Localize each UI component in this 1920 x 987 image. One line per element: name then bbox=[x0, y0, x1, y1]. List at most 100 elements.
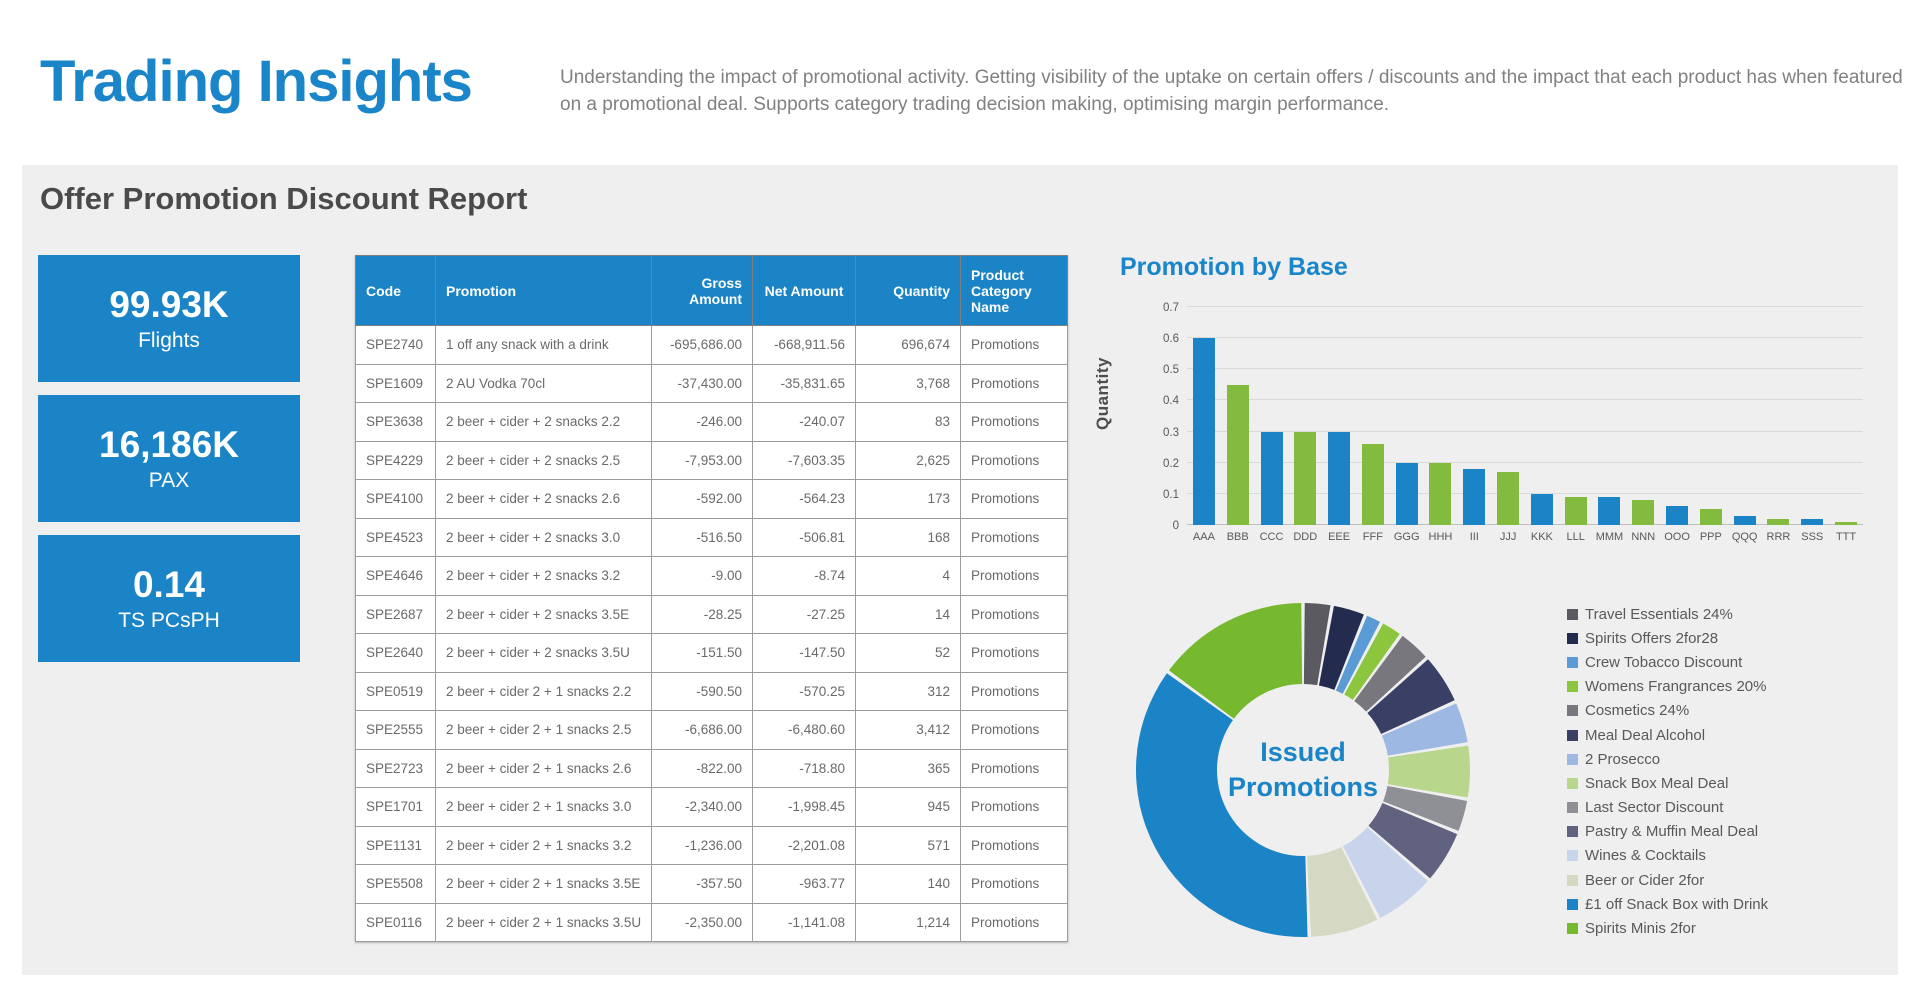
table-cell: Promotions bbox=[960, 787, 1068, 827]
bar-chart-title: Promotion by Base bbox=[1120, 253, 1348, 281]
table-cell: 52 bbox=[855, 633, 961, 673]
legend-item: £1 off Snack Box with Drink bbox=[1567, 892, 1768, 916]
column-header-promotion: Promotion bbox=[435, 255, 652, 326]
legend-label: Snack Box Meal Deal bbox=[1585, 774, 1729, 792]
gridline bbox=[1187, 368, 1863, 370]
donut-slice bbox=[1318, 605, 1364, 690]
x-axis-tick-label: LLL bbox=[1566, 531, 1585, 543]
table-cell: Promotions bbox=[960, 902, 1068, 942]
legend-label: Travel Essentials 24% bbox=[1585, 605, 1733, 623]
y-axis-tick-label: 0.4 bbox=[1163, 395, 1179, 408]
legend-item: Spirits Offers 2for28 bbox=[1567, 626, 1768, 650]
y-axis-tick-label: 0.1 bbox=[1163, 488, 1179, 501]
table-row: SPE2723 2 beer + cider 2 + 1 snacks 2.6 -8… bbox=[355, 748, 1068, 788]
table-cell: -6,480.60 bbox=[752, 710, 856, 750]
table-cell: -357.50 bbox=[651, 864, 753, 904]
x-axis-tick-label: PPP bbox=[1699, 531, 1722, 543]
bar-GGG bbox=[1395, 462, 1418, 525]
x-axis-tick-label: EEE bbox=[1328, 531, 1351, 543]
page-description: Understanding the impact of promotional … bbox=[560, 67, 1903, 115]
gridline bbox=[1187, 524, 1863, 525]
table-cell: -822.00 bbox=[651, 748, 753, 788]
table-cell: -28.25 bbox=[651, 594, 753, 634]
legend-item: Travel Essentials 24% bbox=[1567, 602, 1768, 626]
y-axis-tick-label: 0.2 bbox=[1163, 457, 1179, 470]
legend-item: 2 Prosecco bbox=[1567, 747, 1768, 771]
table-cell: Promotions bbox=[960, 748, 1068, 788]
table-row: SPE4523 2 beer + cider + 2 snacks 3.0 -516… bbox=[355, 517, 1068, 557]
table-cell: 571 bbox=[855, 825, 961, 865]
x-axis-tick-label: DDD bbox=[1293, 531, 1318, 543]
legend-label: Beer or Cider 2for bbox=[1585, 871, 1705, 889]
table-cell: 2 beer + cider + 2 snacks 3.0 bbox=[435, 517, 652, 557]
gridline bbox=[1187, 461, 1863, 463]
table-row: SPE5508 2 beer + cider 2 + 1 snacks 3.5E -… bbox=[355, 864, 1068, 904]
donut-legend: Travel Essentials 24% Spirits Offers 2for… bbox=[1567, 602, 1768, 941]
gridline bbox=[1187, 399, 1863, 401]
legend-swatch bbox=[1567, 874, 1578, 886]
donut-slice bbox=[1344, 623, 1400, 700]
table-row: SPE4100 2 beer + cider + 2 snacks 2.6 -592… bbox=[355, 479, 1068, 519]
table-cell: 2 beer + cider + 2 snacks 3.5E bbox=[435, 594, 652, 634]
table-cell: -516.50 bbox=[651, 517, 753, 557]
table-cell: 2 beer + cider 2 + 1 snacks 2.5 bbox=[435, 710, 652, 750]
y-axis-tick-label: 0.3 bbox=[1163, 426, 1179, 439]
table-cell: -2,340.00 bbox=[651, 787, 753, 827]
column-header-net-amount: Net Amount bbox=[752, 255, 856, 326]
legend-item: Womens Frangrances 20% bbox=[1567, 675, 1768, 699]
y-axis-tick-label: 0 bbox=[1172, 520, 1179, 532]
table-cell: SPE4100 bbox=[355, 479, 436, 519]
table-cell: -37,430.00 bbox=[651, 363, 753, 403]
table-row: SPE2555 2 beer + cider 2 + 1 snacks 2.5 -6… bbox=[355, 710, 1068, 750]
legend-item: Cosmetics 24% bbox=[1567, 699, 1768, 723]
table-cell: SPE2740 bbox=[355, 325, 436, 365]
table-cell: Promotions bbox=[960, 325, 1068, 365]
donut-slice bbox=[1307, 847, 1378, 937]
legend-label: Spirits Minis 2for bbox=[1585, 920, 1696, 938]
promotions-table: Code Promotion Gross Amount Net Amount Q… bbox=[355, 255, 1068, 942]
donut-center-label: Issued Promotions bbox=[1227, 736, 1379, 802]
table-cell: -570.25 bbox=[752, 671, 856, 711]
donut-chart-svg bbox=[1135, 603, 1471, 938]
table-cell: 2 beer + cider 2 + 1 snacks 3.2 bbox=[435, 825, 652, 865]
table-header: Code Promotion Gross Amount Net Amount Q… bbox=[355, 255, 1068, 326]
donut-slice bbox=[1367, 659, 1455, 735]
table-cell: 2 beer + cider + 2 snacks 3.2 bbox=[435, 556, 652, 596]
legend-label: Wines & Cocktails bbox=[1585, 847, 1706, 865]
legend-swatch bbox=[1567, 681, 1578, 693]
bar-chart-bars bbox=[1187, 307, 1863, 525]
table-cell: SPE4646 bbox=[355, 556, 436, 596]
report-header: Trading Insights Understanding the impac… bbox=[0, 0, 1920, 165]
table-cell: -7,953.00 bbox=[651, 440, 753, 480]
donut-slice bbox=[1342, 827, 1428, 918]
x-axis-tick-label: QQQ bbox=[1731, 531, 1758, 543]
table-row: SPE3638 2 beer + cider + 2 snacks 2.2 -246… bbox=[355, 402, 1068, 442]
table-cell: 312 bbox=[855, 671, 961, 711]
table-cell: -590.50 bbox=[651, 671, 753, 711]
kpi-label: PAX bbox=[148, 468, 190, 492]
table-cell: -8.74 bbox=[752, 556, 856, 596]
table-cell: Promotions bbox=[960, 556, 1068, 596]
table-row: SPE1131 2 beer + cider 2 + 1 snacks 3.2 -1… bbox=[355, 825, 1068, 865]
table-cell: -9.00 bbox=[651, 556, 753, 596]
legend-item: Spirits Minis 2for bbox=[1567, 916, 1768, 940]
legend-label: Crew Tobacco Discount bbox=[1585, 653, 1743, 671]
legend-item: Beer or Cider 2for bbox=[1567, 868, 1768, 892]
x-axis-tick-label: OOO bbox=[1664, 531, 1690, 543]
table-cell: 2 beer + cider + 2 snacks 2.6 bbox=[435, 479, 652, 519]
kpi-value: 16,186K bbox=[99, 424, 239, 466]
y-axis-tick-label: 0.7 bbox=[1163, 302, 1179, 314]
table-cell: 696,674 bbox=[855, 325, 961, 365]
table-row: SPE2687 2 beer + cider + 2 snacks 3.5E -28… bbox=[355, 594, 1068, 634]
y-axis-tick-label: 0.5 bbox=[1163, 364, 1179, 377]
table-row: SPE2740 1 off any snack with a drink -695,… bbox=[355, 325, 1068, 365]
bar-LLL bbox=[1564, 496, 1587, 525]
bar-DDD bbox=[1294, 431, 1317, 525]
table-cell: -2,350.00 bbox=[651, 902, 753, 942]
x-axis-tick-label: FFF bbox=[1362, 531, 1383, 543]
table-cell: -564.23 bbox=[752, 479, 856, 519]
table-cell: -592.00 bbox=[651, 479, 753, 519]
bar-chart-y-axis-label: Quantity bbox=[1093, 357, 1112, 430]
table-cell: -7,603.35 bbox=[752, 440, 856, 480]
kpi-label: TS PCsPH bbox=[118, 608, 220, 632]
